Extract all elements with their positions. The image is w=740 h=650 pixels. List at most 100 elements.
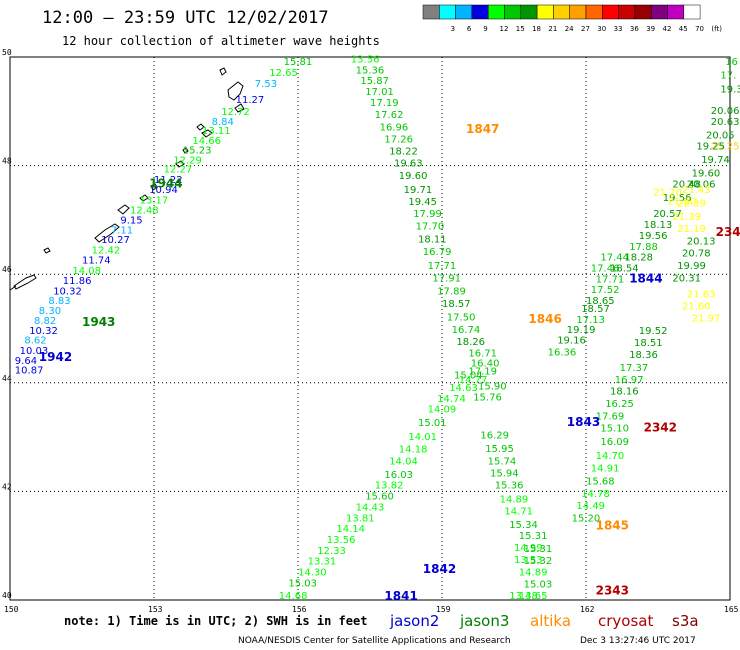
wave-height-value: 21.63 (687, 290, 716, 301)
color-scale-swatch (471, 4, 489, 20)
wave-height-value: 12.27 (164, 165, 193, 176)
wave-height-value: 14.77 (459, 375, 488, 386)
color-scale-swatch (650, 4, 668, 20)
pass-time-label: 1841 (384, 589, 417, 603)
wave-height-value: 16.40 (471, 359, 500, 370)
wave-height-value: 12.48 (130, 205, 159, 216)
wave-height-value: 17.37 (620, 363, 649, 374)
pass-time-label: 2342 (644, 421, 677, 435)
color-scale-label: 3 (451, 25, 455, 33)
color-scale-swatch (634, 4, 652, 20)
lat-tick-label: 44 (2, 374, 12, 383)
wave-height-value: 19.3 (720, 84, 740, 95)
pass-time-label: 1843 (567, 415, 600, 429)
wave-height-values: 15.8112.657.5311.2712.728.8413.1114.6615… (15, 54, 740, 601)
legend-cryosat: cryosat (598, 612, 653, 630)
wave-height-value: 14.89 (519, 568, 548, 579)
color-scale-label: 6 (467, 25, 472, 33)
wave-height-value: 17.89 (437, 286, 466, 297)
wave-height-value: 17.52 (591, 285, 620, 296)
pass-time-label: 1844 (629, 271, 662, 285)
wave-height-value: 16.97 (615, 375, 644, 386)
wave-height-value: 11.27 (236, 95, 265, 106)
lat-tick-label: 50 (2, 48, 12, 57)
units-note: note: 1) Time is in UTC; 2) SWH is in fe… (64, 614, 367, 628)
wave-height-value: 19.56 (663, 193, 692, 204)
wave-height-value: 17.71 (428, 261, 457, 272)
wave-height-value: 19.52 (639, 326, 668, 337)
color-scale-swatch (585, 4, 603, 20)
wave-height-value: 13.17 (140, 196, 169, 207)
wave-height-value: 14.30 (298, 568, 327, 579)
lat-tick-label: 46 (2, 265, 12, 274)
wave-height-value: 13.81 (346, 513, 375, 524)
wave-height-value: 22.39 (677, 198, 706, 209)
pass-time-label: 1942 (39, 350, 72, 364)
wave-height-value: 17.13 (576, 315, 605, 326)
pass-time-label: 2341 (716, 225, 740, 239)
wave-height-value: 12.42 (92, 246, 121, 257)
pass-time-label: 1842 (423, 562, 456, 576)
wave-height-value: 13.56 (351, 54, 380, 65)
legend-altika: altika (530, 612, 571, 630)
color-scale-label: 18 (532, 25, 541, 33)
wave-height-value: 8.84 (212, 117, 234, 128)
wave-height-value: 8.30 (39, 306, 61, 317)
wave-height-value: 11.74 (82, 255, 111, 266)
wave-height-value: 20.05 (706, 130, 735, 141)
wave-height-value: 17.71 (596, 274, 625, 285)
wave-height-value: 21.80 (668, 197, 697, 208)
wave-height-value: 15.31 (524, 544, 553, 555)
wave-height-value: 21.20 (653, 187, 682, 198)
wave-height-value: 14.14 (336, 524, 365, 535)
pass-time-label: 1846 (528, 312, 561, 326)
timestamp-text: Dec 3 13:27:46 UTC 2017 (580, 636, 696, 646)
color-scale-swatch (667, 4, 685, 20)
wave-height-value: 18.16 (610, 387, 639, 398)
wave-height-value: 14.18 (399, 444, 428, 455)
wave-height-value: 10.94 (149, 185, 178, 196)
wave-height-value: 13.56 (327, 535, 356, 546)
wave-height-value: 15.74 (488, 456, 517, 467)
wave-height-value: 15.01 (418, 418, 447, 429)
wave-height-value: 18.57 (581, 304, 610, 315)
wave-height-value: 15.03 (524, 580, 553, 591)
wave-height-value: 9.64 (15, 356, 37, 367)
color-scale-swatch (602, 4, 619, 20)
wave-height-value: 15.36 (356, 65, 385, 76)
color-scale-label: 33 (614, 25, 623, 33)
wave-height-value: 18.57 (442, 299, 471, 310)
wave-height-value: 20.48 (672, 179, 701, 190)
color-scale-label: 42 (663, 25, 672, 33)
color-scale-label: 12 (500, 25, 509, 33)
wave-height-value: 21.19 (677, 224, 706, 235)
pass-time-label: 1943 (82, 315, 115, 329)
color-scale-swatch (683, 4, 701, 20)
wave-height-value: 17.19 (468, 367, 497, 378)
wave-height-value: 10.27 (101, 235, 130, 246)
wave-height-value: 13.53 (514, 555, 543, 566)
wave-height-value: 15.94 (490, 469, 519, 480)
wave-height-value: 19.16 (557, 336, 586, 347)
wave-height-value: 16.09 (600, 437, 629, 448)
wave-height-value: 16.36 (548, 348, 577, 359)
wave-height-value: 16.25 (605, 399, 634, 410)
wave-height-value: 15.32 (524, 556, 553, 567)
color-scale-swatch (487, 4, 505, 20)
wave-height-value: 18.51 (634, 338, 663, 349)
map-frame (9, 56, 731, 601)
wave-height-value: 13.82 (375, 481, 404, 492)
wave-height-value: 12.72 (221, 107, 250, 118)
map-subtitle: 12 hour collection of altimeter wave hei… (62, 34, 380, 48)
wave-height-value: 15.68 (586, 476, 615, 487)
wave-height-value: 18.54 (610, 263, 639, 274)
wave-height-value: 14.04 (389, 456, 418, 467)
color-scale-label: 24 (565, 25, 574, 33)
wave-height-value: 10.32 (53, 286, 82, 297)
wave-height-value: 20.13 (687, 236, 716, 247)
wave-height-value: 14.71 (504, 507, 533, 518)
wave-height-value: 16 (725, 57, 738, 68)
wave-height-value: 15.81 (284, 57, 313, 68)
wave-height-value: 14.99 (514, 543, 543, 554)
